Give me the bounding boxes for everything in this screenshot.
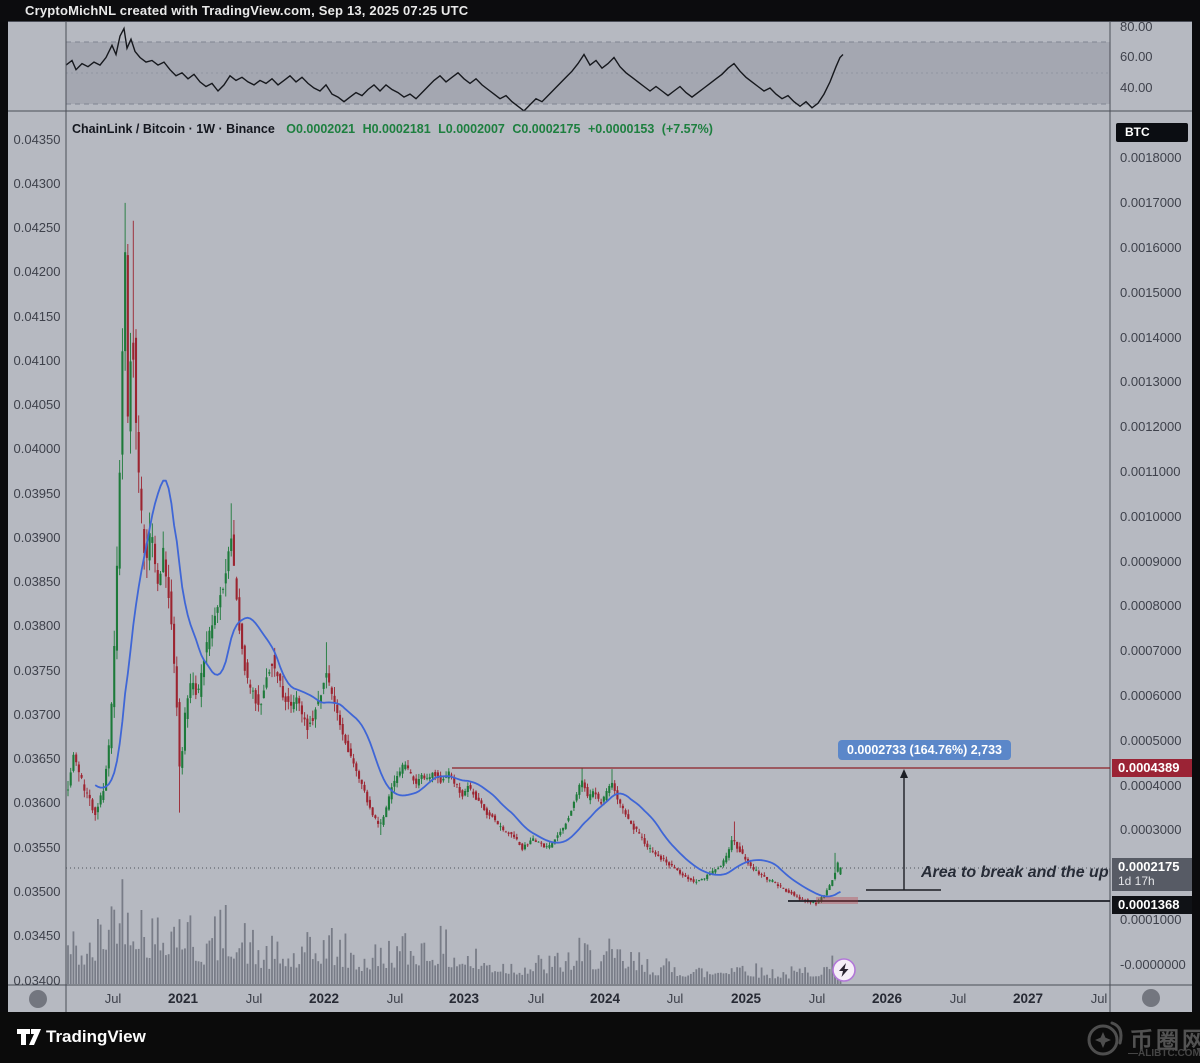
right-tick-label: 0.0009000 — [1120, 554, 1182, 569]
symbol-title[interactable]: ChainLink / Bitcoin · 1W · Binance — [72, 122, 275, 136]
t-tick-label: 2025 — [730, 991, 762, 1006]
left-tick-label: 0.03750 — [13, 663, 61, 678]
t-tick-label: 2022 — [308, 991, 340, 1006]
left-tick-label: 0.03550 — [13, 840, 61, 855]
left-tick-label: 0.03850 — [13, 574, 61, 589]
t-tick-label: Jul — [949, 991, 967, 1006]
left-tick-label: 0.03650 — [13, 751, 61, 766]
t-tick-label: 2024 — [589, 991, 621, 1006]
left-tick-label: 0.03900 — [13, 530, 61, 545]
left-tick-label: 0.04200 — [13, 264, 61, 279]
left-tick-label: 0.04350 — [13, 132, 61, 147]
right-tick-label: 0.0015000 — [1120, 285, 1182, 300]
rsi-tick-label: 40.00 — [1120, 80, 1153, 95]
attribution-text: CryptoMichNL created with TradingView.co… — [25, 3, 469, 18]
footer-bar — [0, 1012, 1200, 1063]
tradingview-wordmark[interactable]: TradingView — [46, 1027, 146, 1046]
left-tick-label: 0.04300 — [13, 176, 61, 191]
rsi-tick-label: 60.00 — [1120, 49, 1153, 64]
right-tick-label: 0.0004000 — [1120, 778, 1182, 793]
right-tick-label: 0.0005000 — [1120, 733, 1182, 748]
watermark-logo-icon — [1087, 1021, 1123, 1056]
right-tick-label: 0.0011000 — [1120, 464, 1181, 479]
right-tick-label: 0.0006000 — [1120, 688, 1182, 703]
right-tick-label: -0.0000000 — [1120, 957, 1186, 972]
t-tick-label: Jul — [666, 991, 684, 1006]
right-tick-label: 0.0003000 — [1120, 822, 1182, 837]
tradingview-logo-icon[interactable] — [16, 1026, 43, 1048]
t-tick-label: 2021 — [167, 991, 199, 1006]
t-tick-label: 2026 — [871, 991, 903, 1006]
right-tick-label: 0.0008000 — [1120, 598, 1182, 613]
left-tick-label: 0.04000 — [13, 441, 61, 456]
annotation-text[interactable]: Area to break and the upwards t — [921, 864, 1110, 881]
left-tick-label: 0.03500 — [13, 884, 61, 899]
left-tick-label: 0.03450 — [13, 928, 61, 943]
site-watermark: 币圈网 —ALIBTC.COM— — [1082, 1015, 1200, 1063]
left-tick-label: 0.03800 — [13, 618, 61, 633]
scale-corner-button-left[interactable] — [29, 990, 47, 1008]
t-tick-label: Jul — [1090, 991, 1108, 1006]
top-attribution-bar: CryptoMichNL created with TradingView.co… — [0, 0, 1200, 22]
right-tick-label: 0.0001000 — [1120, 912, 1182, 927]
left-tick-label: 0.04050 — [13, 397, 61, 412]
t-tick-label: Jul — [104, 991, 122, 1006]
left-tick-label: 0.03600 — [13, 795, 61, 810]
bar-countdown: 1d 17h — [1118, 874, 1155, 888]
t-tick-label: Jul — [245, 991, 263, 1006]
current-price-label: 0.0002175 1d 17h — [1112, 858, 1192, 891]
scale-corner-button-right[interactable] — [1142, 989, 1160, 1007]
t-tick-label: 2023 — [448, 991, 480, 1006]
right-tick-label: 0.0016000 — [1120, 240, 1182, 255]
watermark-site-url: —ALIBTC.COM— — [1128, 1048, 1200, 1059]
left-tick-label: 0.03700 — [13, 707, 61, 722]
right-tick-label: 0.0012000 — [1120, 419, 1182, 434]
left-tick-label: 0.04150 — [13, 309, 61, 324]
support-price-label: 0.0001368 — [1112, 896, 1192, 914]
resistance-price-label: 0.0004389 — [1112, 759, 1192, 777]
current-price-value: 0.0002175 — [1118, 859, 1180, 874]
right-tick-label: 0.0014000 — [1120, 330, 1182, 345]
ohlc-values: O0.0002021 H0.0002181 L0.0002007 C0.0002… — [286, 122, 713, 136]
left-tick-label: 0.03950 — [13, 486, 61, 501]
left-tick-label: 0.04250 — [13, 220, 61, 235]
measure-tool-label[interactable]: 0.0002733 (164.76%) 2,733 — [838, 740, 1011, 760]
right-tick-label: 0.0017000 — [1120, 195, 1182, 210]
t-tick-label: Jul — [386, 991, 404, 1006]
right-tick-label: 0.0007000 — [1120, 643, 1182, 658]
currency-toggle-btc[interactable]: BTC — [1116, 123, 1188, 142]
watermark-site-name: 币圈网 — [1130, 1027, 1200, 1053]
left-tick-label: 0.03400 — [13, 973, 61, 988]
left-tick-label: 0.04100 — [13, 353, 61, 368]
rsi-tick-label: 80.00 — [1120, 19, 1153, 34]
right-tick-label: 0.0013000 — [1120, 374, 1182, 389]
t-tick-label: Jul — [808, 991, 826, 1006]
right-tick-label: 0.0018000 — [1120, 150, 1182, 165]
t-tick-label: Jul — [527, 991, 545, 1006]
right-tick-label: 0.0010000 — [1120, 509, 1182, 524]
t-tick-label: 2027 — [1012, 991, 1044, 1006]
symbol-legend[interactable]: ChainLink / Bitcoin · 1W · Binance O0.00… — [72, 122, 713, 136]
